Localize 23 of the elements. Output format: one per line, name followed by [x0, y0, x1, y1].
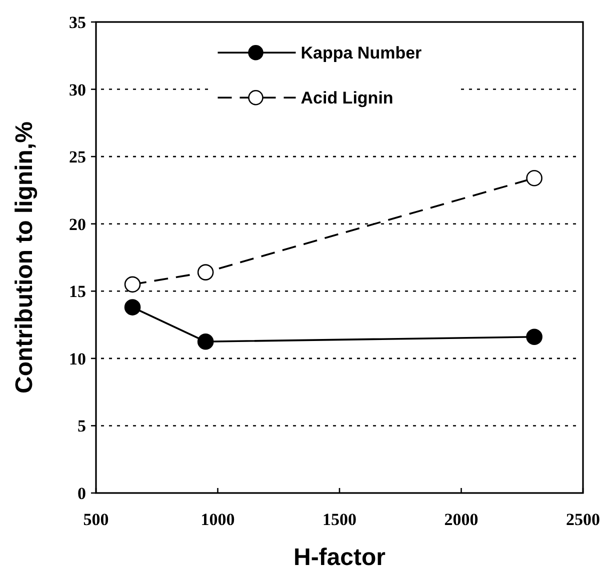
point: [197, 264, 214, 280]
y-tick-label: 15: [69, 282, 86, 302]
legend-label: Kappa Number: [300, 44, 422, 63]
point: [526, 170, 542, 186]
y-tick-label: 10: [69, 349, 86, 368]
point: [124, 276, 141, 293]
y-tick-label: 20: [69, 214, 86, 234]
y-tick-label: 25: [69, 148, 86, 167]
y-tick-label: 0: [78, 484, 86, 503]
x-tick-label: 500: [83, 510, 109, 529]
x-tick-label: 1000: [200, 510, 235, 529]
x-tick-label: 2500: [566, 510, 600, 529]
x-tick-label: 1500: [322, 510, 356, 529]
legend-label: Acid Lignin: [300, 88, 394, 108]
x-axis-title: H-factor: [293, 544, 386, 571]
point: [197, 333, 214, 350]
point: [124, 299, 141, 316]
y-tick-label: 30: [69, 80, 86, 100]
y-axis-title: Contribution to lignin,%: [11, 122, 38, 394]
x-tick-label: 2000: [444, 510, 478, 529]
y-tick-label: 35: [69, 13, 86, 32]
point: [526, 328, 542, 346]
y-tick-label: 5: [78, 416, 86, 436]
